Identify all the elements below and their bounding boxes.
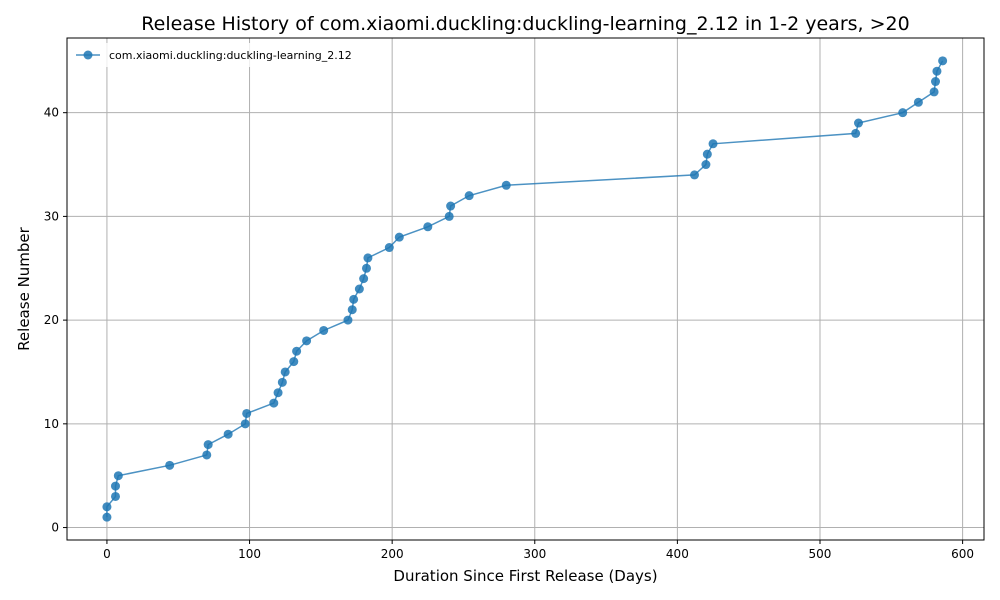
y-tick-label: 40 [44,106,59,120]
data-point [203,440,213,450]
plot-frame [66,37,985,541]
data-point [280,367,290,377]
data-point [929,87,939,97]
x-tick-label: 200 [381,547,404,561]
data-point [931,77,941,87]
data-point [202,450,212,460]
data-point [349,294,359,304]
data-point [289,357,299,367]
data-point [223,429,233,439]
x-tick-label: 300 [523,547,546,561]
data-point [269,398,279,408]
data-point [292,346,302,356]
data-point [898,108,908,118]
data-point [277,377,287,387]
series-layer [102,56,948,522]
data-point [165,460,175,470]
x-axis-label: Duration Since First Release (Days) [393,567,657,585]
data-point [501,180,511,190]
data-point [110,481,120,491]
data-point [242,408,252,418]
data-point [384,243,394,253]
data-point [319,325,329,335]
data-point [110,491,120,501]
data-point [446,201,456,211]
y-axis-label: Release Number [15,226,33,350]
y-tick-label: 30 [44,209,59,223]
y-tick-label: 20 [44,313,59,327]
data-point [363,253,373,263]
data-point [273,388,283,398]
data-point [851,128,861,138]
x-tick-label: 600 [951,547,974,561]
data-point [938,56,948,66]
data-point [302,336,312,346]
data-point [423,222,433,232]
data-point [444,211,454,221]
data-point [343,315,353,325]
chart-title: Release History of com.xiaomi.duckling:d… [141,13,909,35]
x-axis-ticks: 0 100 200 300 400 500 600 [103,540,974,561]
data-point [932,66,942,76]
y-axis-ticks: 0 10 20 30 40 [44,106,67,535]
data-point [102,512,112,522]
legend-frame [72,43,377,67]
data-point [113,471,123,481]
x-tick-label: 0 [103,547,111,561]
data-point [347,305,357,315]
data-point [913,97,923,107]
x-tick-label: 500 [809,547,832,561]
data-point [708,139,718,149]
data-point [102,502,112,512]
x-tick-label: 100 [238,547,261,561]
data-point [240,419,250,429]
series-line [106,60,944,518]
grid-lines [67,38,984,540]
data-point [702,149,712,159]
y-tick-label: 10 [44,417,59,431]
data-point [701,160,711,170]
data-point [354,284,364,294]
y-tick-label: 0 [51,521,59,535]
data-point [394,232,404,242]
legend-marker [83,50,93,60]
legend-series-label: com.xiaomi.duckling:duckling-learning_2.… [109,49,352,62]
data-point [689,170,699,180]
legend: com.xiaomi.duckling:duckling-learning_2.… [72,43,377,67]
data-point [464,191,474,201]
data-point [854,118,864,128]
data-point [361,263,371,273]
data-point [359,274,369,284]
x-tick-label: 400 [666,547,689,561]
